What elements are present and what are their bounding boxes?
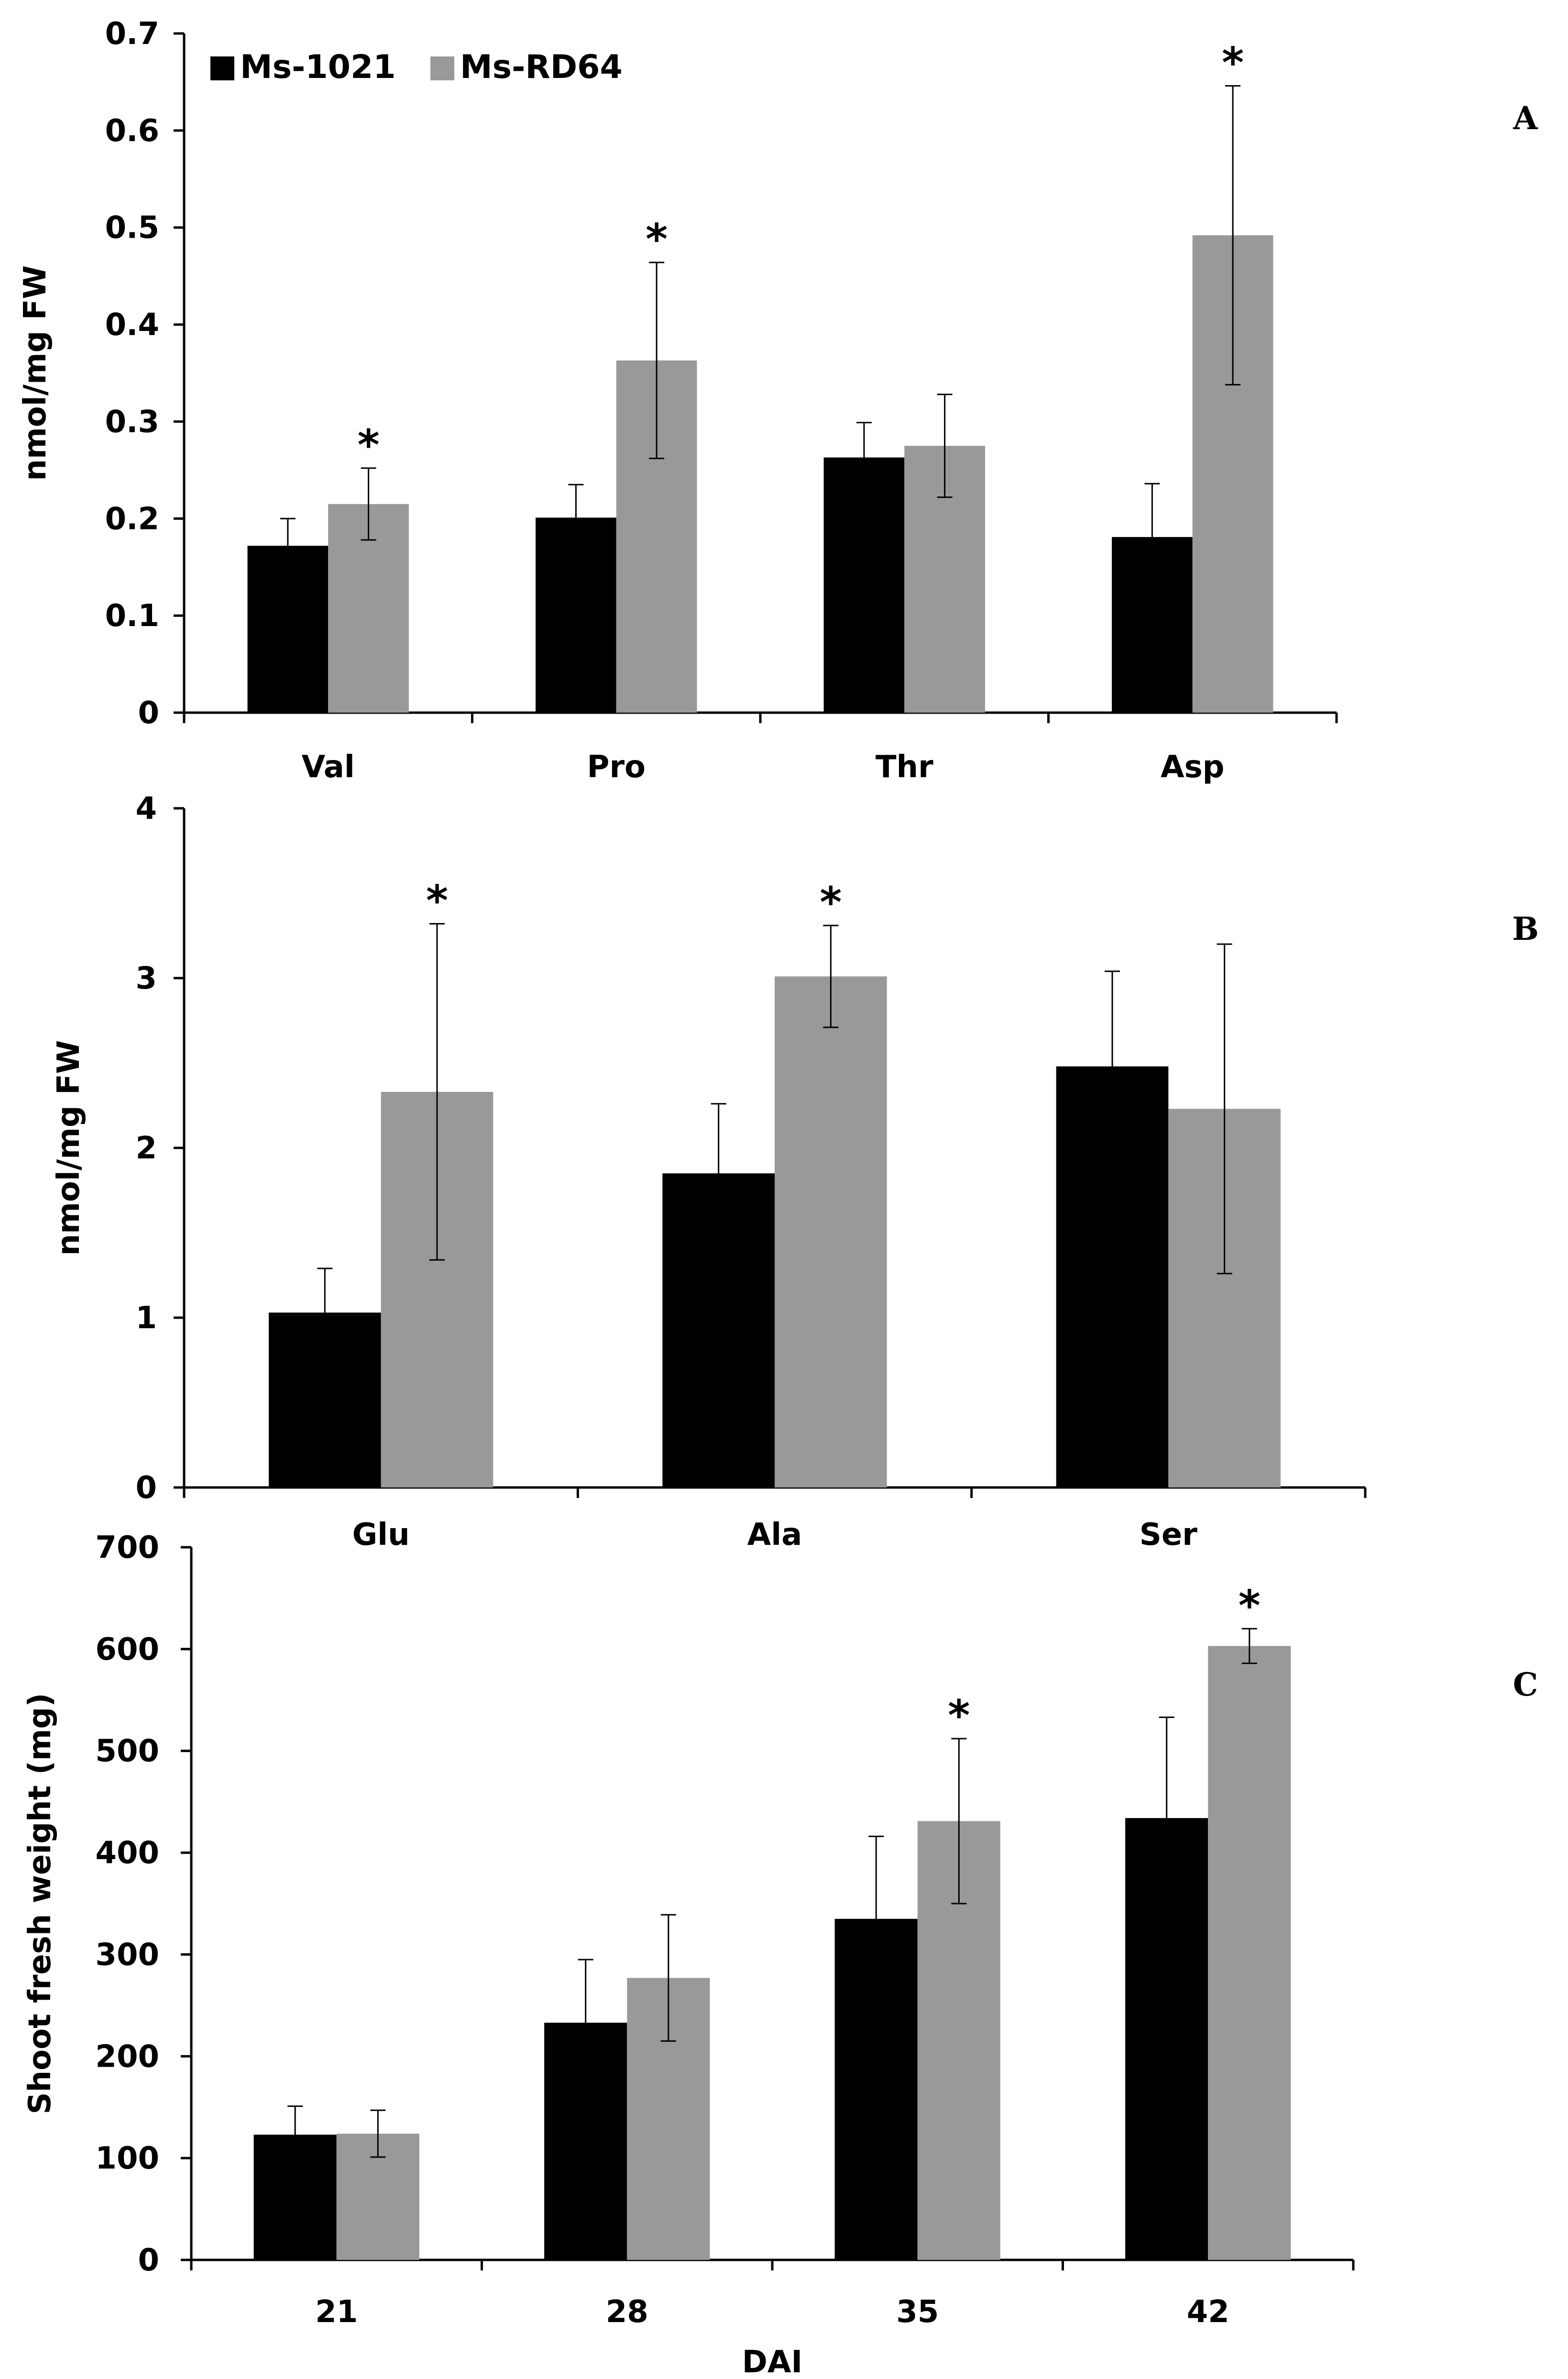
x-tick-label: Pro (587, 749, 646, 785)
y-tick-label: 100 (95, 2141, 159, 2176)
panel-c: 0 100 200 300 400 500 600 700 21 28 * 35 * 42 Shoot fr… (22, 1530, 1538, 2379)
x-tick-label: 42 (1187, 2294, 1229, 2330)
y-tick-label: 0.3 (105, 404, 159, 440)
y-tick-label: 500 (95, 1734, 159, 1769)
x-tick-label: Ala (747, 1517, 802, 1553)
y-axis-title: nmol/mg FW (18, 265, 53, 481)
x-tick-label: 35 (896, 2294, 939, 2330)
y-tick-label: 4 (135, 791, 157, 826)
x-tick-label: 21 (315, 2294, 358, 2330)
x-tick-label: Asp (1161, 749, 1224, 785)
y-tick-label: 300 (95, 1937, 159, 1972)
bar-ms-rd64-42 (1208, 1646, 1291, 2260)
legend-label-ms-1021: Ms-1021 (240, 48, 396, 86)
significance-star: * (1239, 1581, 1261, 1630)
y-axis-title: Shoot fresh weight (mg) (22, 1693, 58, 2115)
significance-star: * (948, 1691, 970, 1740)
y-tick-label: 0.7 (105, 16, 159, 52)
y-tick-label: 0 (138, 695, 159, 731)
significance-star: * (358, 420, 380, 470)
y-tick-label: 0 (138, 2243, 159, 2278)
y-tick-label: 0.5 (105, 210, 159, 246)
y-tick-label: 0.6 (105, 113, 159, 149)
legend-swatch-ms-rd64 (430, 56, 454, 80)
x-tick-label: Thr (876, 749, 933, 785)
legend-label-ms-rd64: Ms-RD64 (460, 48, 623, 86)
y-tick-label: 0 (135, 1470, 157, 1506)
significance-star: * (426, 876, 448, 925)
y-tick-label: 0.2 (105, 501, 159, 537)
panel-letter: C (1513, 1666, 1538, 1703)
y-tick-label: 400 (95, 1836, 159, 1871)
legend: Ms-1021 Ms-RD64 (210, 48, 623, 86)
y-tick-label: 700 (95, 1530, 159, 1565)
x-tick-label: Val (302, 749, 355, 785)
panel-b: 0 1 2 3 4 * Glu * Ala Ser nmol/mg FW B (51, 791, 1539, 1553)
panel-letter: A (1513, 99, 1538, 137)
y-tick-label: 200 (95, 2039, 159, 2074)
significance-star: * (1222, 38, 1244, 88)
y-tick-label: 0.1 (105, 598, 159, 634)
y-axis-title: nmol/mg FW (51, 1040, 87, 1256)
panel-letter: B (1512, 910, 1539, 947)
y-tick-label: 0.4 (105, 308, 159, 343)
x-tick-label: Ser (1140, 1517, 1198, 1553)
y-tick-label: 2 (135, 1131, 157, 1166)
bar-ms-1021-thr (823, 457, 905, 713)
x-tick-label: Glu (352, 1517, 410, 1553)
y-tick-label: 3 (135, 961, 157, 996)
panel-a: 0 0.1 0.2 0.3 0.4 0.5 0.6 0.7 * Val * Pro Thr * Asp nmo… (18, 16, 1538, 785)
y-tick-label: 600 (95, 1632, 159, 1667)
significance-star: * (646, 215, 668, 264)
significance-star: * (820, 878, 842, 927)
bar-ms-rd64-ala (775, 976, 887, 1487)
x-tick-label: 28 (606, 2294, 648, 2330)
legend-swatch-ms-1021 (210, 56, 234, 80)
x-axis-title: DAI (742, 2345, 802, 2379)
y-tick-label: 1 (135, 1300, 157, 1336)
